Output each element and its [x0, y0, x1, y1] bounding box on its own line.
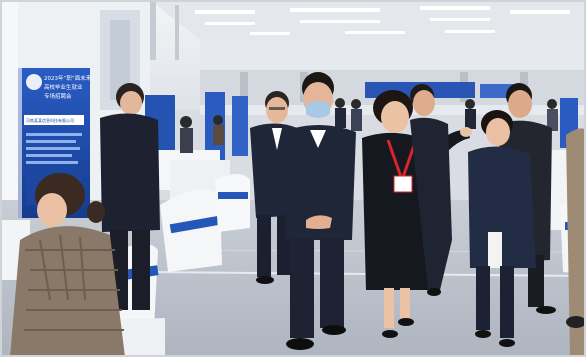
person-seated-woman [10, 173, 125, 357]
poster-line3: 专场招聘会 [44, 92, 72, 100]
poster-line2: 高校毕业生就业 [44, 83, 83, 91]
person-masked-official [282, 72, 356, 350]
poster-line1: 2023年“职”面未来 [44, 74, 92, 82]
poster-company: 河南某某信息科技有限公司 [26, 117, 74, 123]
person-woman-navy-coat [468, 110, 536, 347]
person-back-man [410, 84, 452, 296]
chair-mid [160, 174, 250, 272]
person-right-edge [566, 128, 586, 357]
